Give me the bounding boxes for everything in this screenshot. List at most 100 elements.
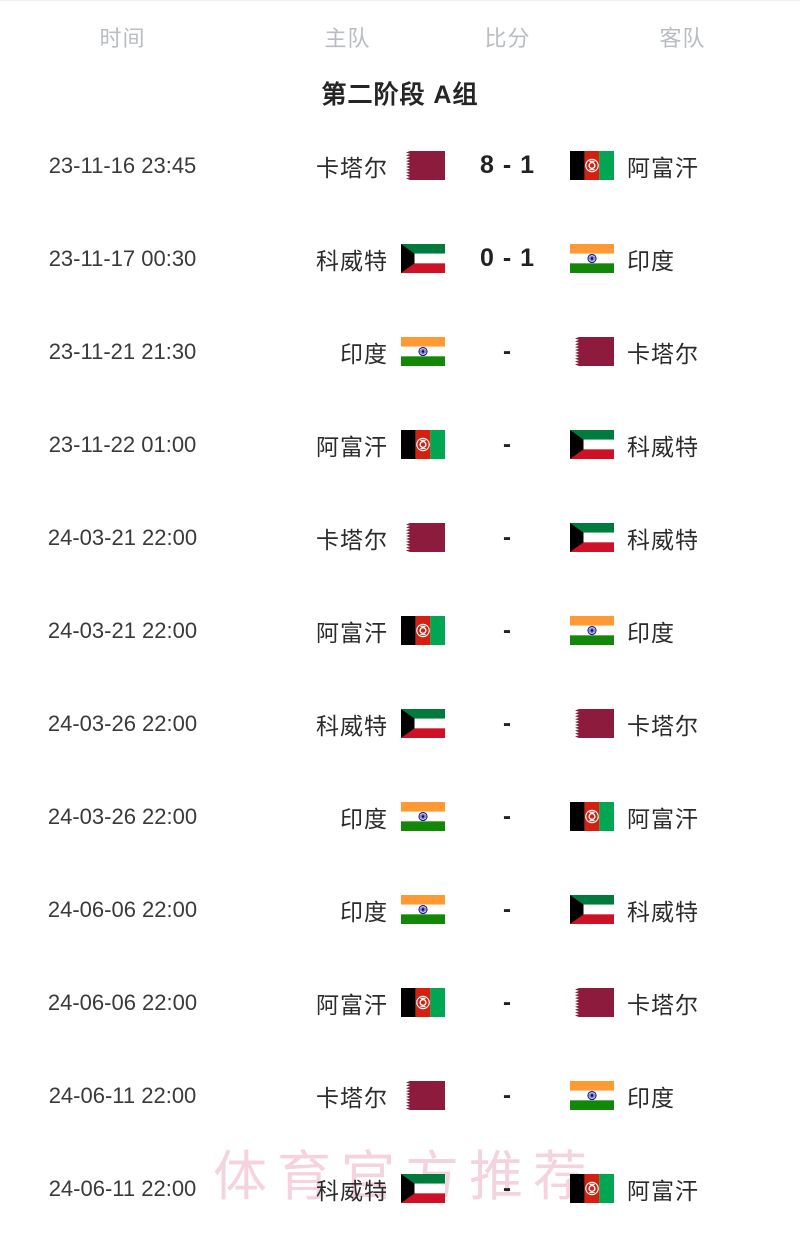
away-team[interactable]: 卡塔尔 xyxy=(565,707,800,741)
match-row[interactable]: 23-11-22 01:00 阿富汗 - 科威特 xyxy=(0,398,800,491)
away-team[interactable]: 阿富汗 xyxy=(565,1172,800,1206)
away-team[interactable]: 卡塔尔 xyxy=(565,986,800,1020)
home-team[interactable]: 阿富汗 xyxy=(245,614,450,648)
away-team[interactable]: 阿富汗 xyxy=(565,800,800,834)
away-team-name: 阿富汗 xyxy=(627,805,699,832)
home-team[interactable]: 卡塔尔 xyxy=(245,149,450,183)
qatar-flag xyxy=(401,523,445,552)
match-time: 24-03-26 22:00 xyxy=(47,710,198,736)
home-team-name: 科威特 xyxy=(316,247,388,274)
india-flag xyxy=(570,1081,614,1110)
away-team[interactable]: 印度 xyxy=(565,242,800,276)
away-team[interactable]: 印度 xyxy=(565,1079,800,1113)
away-team[interactable]: 卡塔尔 xyxy=(565,335,800,369)
afghanistan-flag xyxy=(401,430,445,459)
away-team-name: 卡塔尔 xyxy=(627,712,699,739)
home-team[interactable]: 阿富汗 xyxy=(245,428,450,462)
india-flag xyxy=(570,616,614,645)
away-team[interactable]: 科威特 xyxy=(565,893,800,927)
india-flag xyxy=(401,337,445,366)
away-team-name: 卡塔尔 xyxy=(627,991,699,1018)
away-team-name: 科威特 xyxy=(627,433,699,460)
home-team[interactable]: 印度 xyxy=(245,335,450,369)
away-team-name: 印度 xyxy=(627,619,675,646)
india-flag xyxy=(401,895,445,924)
match-time: 23-11-21 21:30 xyxy=(48,338,197,364)
match-row[interactable]: 24-06-06 22:00 阿富汗 - 卡塔尔 xyxy=(0,956,800,1049)
qatar-flag xyxy=(570,988,614,1017)
match-row[interactable]: 24-03-26 22:00 科威特 - 卡塔尔 xyxy=(0,677,800,770)
home-team[interactable]: 卡塔尔 xyxy=(245,1079,450,1113)
home-team[interactable]: 科威特 xyxy=(245,242,450,276)
match-row[interactable]: 24-06-06 22:00 印度 - 科威特 xyxy=(0,863,800,956)
match-row[interactable]: 24-06-11 22:00 卡塔尔 - 印度 xyxy=(0,1049,800,1142)
qatar-flag xyxy=(570,709,614,738)
afghanistan-flag xyxy=(401,616,445,645)
match-row[interactable]: 23-11-21 21:30 印度 - 卡塔尔 xyxy=(0,305,800,398)
kuwait-flag xyxy=(401,1174,445,1203)
away-team[interactable]: 科威特 xyxy=(565,521,800,555)
match-score: - xyxy=(503,430,512,458)
column-header-away: 客队 xyxy=(659,26,706,51)
top-divider xyxy=(0,0,800,1)
home-team-name: 卡塔尔 xyxy=(316,526,388,553)
home-team-name: 阿富汗 xyxy=(316,433,388,460)
column-header-score: 比分 xyxy=(484,26,531,51)
away-team[interactable]: 阿富汗 xyxy=(565,149,800,183)
match-score: 0 - 1 xyxy=(479,244,536,272)
home-team-name: 印度 xyxy=(340,340,388,367)
match-row[interactable]: 24-03-21 22:00 阿富汗 - 印度 xyxy=(0,584,800,677)
match-time: 24-06-06 22:00 xyxy=(47,989,198,1015)
match-time: 24-06-11 22:00 xyxy=(48,1175,197,1201)
away-team-name: 印度 xyxy=(627,1084,675,1111)
table-header-row: 时间 主队 比分 客队 xyxy=(0,1,800,69)
qatar-flag xyxy=(401,1081,445,1110)
away-team[interactable]: 印度 xyxy=(565,614,800,648)
home-team[interactable]: 科威特 xyxy=(245,1172,450,1206)
away-team-name: 科威特 xyxy=(627,526,699,553)
away-team[interactable]: 科威特 xyxy=(565,428,800,462)
match-time: 24-03-26 22:00 xyxy=(47,803,198,829)
afghanistan-flag xyxy=(570,802,614,831)
away-team-name: 阿富汗 xyxy=(627,154,699,181)
home-team[interactable]: 卡塔尔 xyxy=(245,521,450,555)
afghanistan-flag xyxy=(401,988,445,1017)
match-time: 23-11-22 01:00 xyxy=(48,431,197,457)
match-time: 23-11-16 23:45 xyxy=(48,152,197,178)
match-time: 24-03-21 22:00 xyxy=(47,617,198,643)
match-score: - xyxy=(503,988,512,1016)
match-score: - xyxy=(503,709,512,737)
match-score: - xyxy=(503,523,512,551)
match-score: - xyxy=(503,1081,512,1109)
match-rows-container: 23-11-16 23:45 卡塔尔 8 - 1 阿富汗 23-11-17 00:30 科… xyxy=(0,119,800,1235)
home-team[interactable]: 印度 xyxy=(245,800,450,834)
home-team[interactable]: 科威特 xyxy=(245,707,450,741)
column-header-time: 时间 xyxy=(99,26,146,51)
home-team-name: 卡塔尔 xyxy=(316,154,388,181)
afghanistan-flag xyxy=(570,151,614,180)
column-header-home: 主队 xyxy=(324,26,371,51)
match-row[interactable]: 24-03-21 22:00 卡塔尔 - 科威特 xyxy=(0,491,800,584)
group-title: 第二阶段 A组 xyxy=(321,81,479,109)
match-score: 8 - 1 xyxy=(479,151,536,179)
match-score: - xyxy=(503,1174,512,1202)
match-time: 23-11-17 00:30 xyxy=(48,245,197,271)
qatar-flag xyxy=(401,151,445,180)
home-team-name: 科威特 xyxy=(316,712,388,739)
match-score: - xyxy=(503,802,512,830)
home-team-name: 印度 xyxy=(340,805,388,832)
match-row[interactable]: 23-11-17 00:30 科威特 0 - 1 印度 xyxy=(0,212,800,305)
match-time: 24-03-21 22:00 xyxy=(47,524,198,550)
home-team[interactable]: 阿富汗 xyxy=(245,986,450,1020)
match-row[interactable]: 24-06-11 22:00 科威特 - 阿富汗 xyxy=(0,1142,800,1235)
india-flag xyxy=(401,802,445,831)
home-team[interactable]: 印度 xyxy=(245,893,450,927)
match-row[interactable]: 24-03-26 22:00 印度 - 阿富汗 xyxy=(0,770,800,863)
kuwait-flag xyxy=(401,244,445,273)
qatar-flag xyxy=(570,337,614,366)
kuwait-flag xyxy=(401,709,445,738)
match-row[interactable]: 23-11-16 23:45 卡塔尔 8 - 1 阿富汗 xyxy=(0,119,800,212)
away-team-name: 阿富汗 xyxy=(627,1177,699,1204)
afghanistan-flag xyxy=(570,1174,614,1203)
